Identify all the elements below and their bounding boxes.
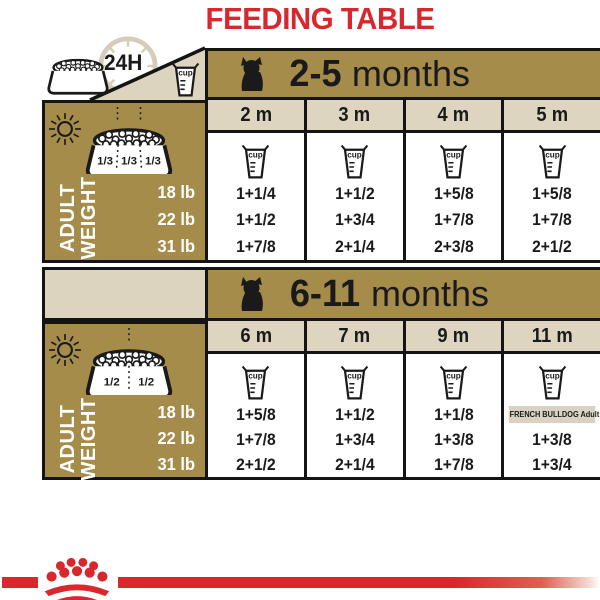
measuring-cup-icon: cup — [240, 362, 271, 402]
cup-label: cup — [446, 151, 461, 160]
cup-label: cup — [249, 151, 264, 160]
royal-canin-crown-logo — [44, 557, 110, 600]
column-11m: 11 m cup FRENCH BULLDOG Adult 1+3/8 1+3/… — [501, 321, 600, 477]
sun-icon — [47, 111, 83, 147]
age-band-2-5-months: 2-5 months — [205, 48, 600, 100]
meal-fraction: 1/3 — [145, 155, 161, 167]
red-rule-right — [118, 577, 600, 588]
column-header: 2 m — [208, 100, 304, 133]
weight-rows: 18 lb 22 lb 31 lb — [45, 400, 195, 477]
red-rule-left — [2, 577, 38, 588]
adult-weight-sidebar-2: 1/2 1/2 ADULT WEIGHT 18 lb 22 lb 31 lb — [42, 321, 205, 481]
measuring-cup-icon: cup — [339, 141, 370, 181]
measuring-cup-icon: cup — [170, 59, 201, 99]
cups-value: 1+5/8 — [433, 184, 474, 204]
cups-value: 1+5/8 — [532, 184, 572, 204]
hours-label: 24H — [104, 50, 143, 75]
meal-fraction: 1/2 — [138, 376, 154, 388]
cup-label: cup — [545, 151, 560, 160]
cups-value: 1+7/8 — [236, 429, 276, 449]
cups-value: 1+1/2 — [334, 184, 375, 204]
cups-value: 2+3/8 — [433, 236, 474, 256]
age-unit: months — [351, 53, 470, 94]
feeding-grid-2-5-months: 2 m cup 1+1/4 1+1/2 1+7/8 3 m cup 1+1/2 … — [205, 100, 600, 263]
column-7m: 7 m cup 1+1/2 1+3/4 2+1/4 — [303, 321, 403, 477]
cups-value: 1+3/4 — [334, 210, 375, 230]
cups-value: 1+7/8 — [532, 210, 572, 230]
age-range: 2-5 — [289, 53, 342, 95]
measuring-cup-icon: cup — [438, 141, 469, 181]
cups-value: 1+1/8 — [433, 404, 474, 424]
weight-label: 31 lb — [157, 236, 195, 256]
sun-icon — [47, 332, 83, 368]
age-range: 6-11 — [289, 273, 361, 315]
meal-portions-bowl-thirds: 1/3 1/3 1/3 — [81, 107, 177, 174]
moon-icon — [177, 334, 199, 360]
meal-fraction: 1/3 — [121, 155, 137, 167]
spacer-box — [42, 267, 205, 321]
cups-value: 1+3/8 — [433, 429, 474, 449]
cups-value: 1+1/2 — [236, 210, 276, 230]
meal-fraction: 1/3 — [97, 155, 113, 167]
column-4m: 4 m cup 1+5/8 1+7/8 2+3/8 — [402, 100, 502, 260]
page-title: FEEDING TABLE — [205, 1, 435, 36]
age-band-6-11-months: 6-11 months — [205, 267, 600, 321]
column-header: 3 m — [306, 100, 403, 133]
column-header: 5 m — [504, 100, 600, 133]
measuring-cup-icon: cup — [240, 141, 271, 181]
cups-value: 1+1/4 — [236, 184, 276, 204]
cups-value: 2+1/4 — [334, 454, 375, 474]
meal-fraction: 1/2 — [104, 376, 120, 388]
column-6m: 6 m cup 1+5/8 1+7/8 2+1/2 — [205, 321, 304, 477]
age-unit: months — [370, 273, 490, 314]
cups-value: 2+1/2 — [532, 236, 572, 256]
weight-label: 22 lb — [157, 428, 195, 448]
cup-label: cup — [347, 151, 362, 160]
column-header: 9 m — [405, 321, 502, 354]
french-bulldog-adult-badge: FRENCH BULLDOG Adult — [508, 406, 600, 423]
cups-value: 1+3/4 — [532, 454, 572, 474]
cups-value: 1+7/8 — [433, 454, 474, 474]
measuring-cup-icon: cup — [537, 141, 568, 181]
weight-label: 18 lb — [157, 402, 195, 423]
french-bulldog-icon — [238, 56, 268, 92]
product-transition-cell: FRENCH BULLDOG Adult — [508, 402, 600, 427]
cup-label: cup — [545, 372, 560, 381]
cup-label: cup — [347, 372, 362, 381]
measuring-cup-icon: cup — [438, 362, 469, 402]
diagonal-wedge — [89, 46, 205, 100]
cups-value: 1+7/8 — [433, 210, 474, 230]
column-header: 11 m — [504, 321, 600, 354]
cups-value: 1+1/2 — [334, 404, 375, 424]
meal-portions-bowl-halves: 1/2 1/2 — [81, 328, 177, 395]
measuring-cup-icon: cup — [537, 362, 568, 402]
french-bulldog-icon — [238, 276, 268, 312]
cups-value: 1+3/4 — [334, 429, 375, 449]
weight-label: 31 lb — [157, 453, 195, 474]
column-header: 4 m — [405, 100, 502, 133]
cups-value: 2+1/2 — [236, 454, 276, 474]
weight-rows: 18 lb 22 lb 31 lb — [45, 179, 195, 260]
food-bowl-icon — [44, 58, 112, 96]
adult-weight-sidebar-1: 1/3 1/3 1/3 ADULT WEIGHT 18 lb 22 lb 31 … — [42, 100, 205, 263]
column-9m: 9 m cup 1+1/8 1+3/8 1+7/8 — [402, 321, 502, 477]
cups-value: 1+3/8 — [532, 429, 572, 449]
feeding-grid-6-11-months: 6 m cup 1+5/8 1+7/8 2+1/2 7 m cup 1+1/2 … — [205, 321, 600, 480]
column-header: 7 m — [306, 321, 403, 354]
column-header: 6 m — [208, 321, 304, 354]
cup-label: cup — [178, 69, 193, 78]
cups-value: 1+5/8 — [236, 404, 276, 424]
cups-value: 2+1/4 — [334, 236, 375, 256]
column-3m: 3 m cup 1+1/2 1+3/4 2+1/4 — [303, 100, 403, 260]
weight-label: 22 lb — [157, 209, 195, 229]
moon-icon — [177, 113, 199, 139]
column-2m: 2 m cup 1+1/4 1+1/2 1+7/8 — [205, 100, 304, 260]
cups-value: 1+7/8 — [236, 236, 276, 256]
cup-label: cup — [249, 372, 264, 381]
column-5m: 5 m cup 1+5/8 1+7/8 2+1/2 — [501, 100, 600, 260]
measuring-cup-icon: cup — [339, 362, 370, 402]
cup-label: cup — [446, 372, 461, 381]
weight-label: 18 lb — [157, 182, 195, 202]
